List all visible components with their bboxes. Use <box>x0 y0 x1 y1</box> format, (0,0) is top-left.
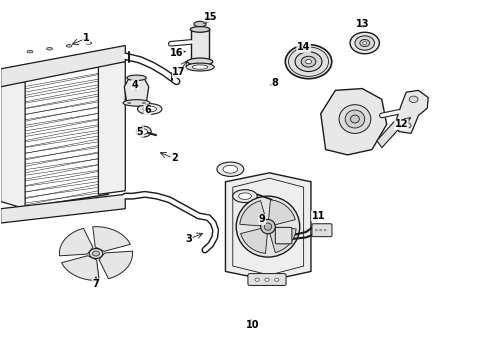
Ellipse shape <box>127 75 147 81</box>
Ellipse shape <box>360 40 369 46</box>
Ellipse shape <box>27 50 33 53</box>
Ellipse shape <box>264 223 271 230</box>
Polygon shape <box>124 78 149 103</box>
Ellipse shape <box>143 102 146 104</box>
Polygon shape <box>59 228 93 256</box>
Ellipse shape <box>289 47 329 76</box>
Ellipse shape <box>194 21 206 27</box>
Text: 9: 9 <box>259 215 266 224</box>
Polygon shape <box>321 89 387 155</box>
Text: 8: 8 <box>271 78 278 88</box>
Ellipse shape <box>137 126 151 137</box>
Polygon shape <box>240 201 266 226</box>
Ellipse shape <box>143 106 157 112</box>
Ellipse shape <box>190 27 210 32</box>
FancyBboxPatch shape <box>248 274 286 285</box>
Ellipse shape <box>47 48 52 50</box>
Text: 6: 6 <box>144 105 150 115</box>
Polygon shape <box>62 256 99 280</box>
Ellipse shape <box>306 59 312 64</box>
Polygon shape <box>225 173 311 280</box>
Ellipse shape <box>255 278 259 281</box>
Ellipse shape <box>274 278 279 281</box>
Ellipse shape <box>93 251 99 256</box>
Ellipse shape <box>320 229 322 231</box>
Text: 3: 3 <box>185 234 192 244</box>
Polygon shape <box>99 251 133 279</box>
Text: 17: 17 <box>172 67 186 77</box>
Ellipse shape <box>261 220 275 234</box>
Text: 12: 12 <box>394 120 408 129</box>
Ellipse shape <box>138 104 162 114</box>
Ellipse shape <box>316 229 318 231</box>
Ellipse shape <box>265 278 269 281</box>
Text: 16: 16 <box>170 48 183 58</box>
Polygon shape <box>15 65 108 209</box>
Text: 13: 13 <box>356 19 369 29</box>
Text: 14: 14 <box>297 42 310 52</box>
Ellipse shape <box>345 110 365 128</box>
Polygon shape <box>0 45 125 87</box>
Ellipse shape <box>301 56 316 67</box>
Text: 11: 11 <box>312 211 325 221</box>
Ellipse shape <box>86 42 92 44</box>
Ellipse shape <box>140 129 147 134</box>
Ellipse shape <box>89 248 103 258</box>
Text: 5: 5 <box>137 127 143 136</box>
Ellipse shape <box>128 102 131 104</box>
Polygon shape <box>0 194 125 223</box>
Ellipse shape <box>66 45 72 47</box>
Ellipse shape <box>236 196 300 257</box>
Text: 7: 7 <box>93 279 99 289</box>
Ellipse shape <box>285 45 332 79</box>
Text: 10: 10 <box>245 320 259 330</box>
FancyBboxPatch shape <box>275 227 292 244</box>
Polygon shape <box>377 119 401 148</box>
Ellipse shape <box>350 32 379 54</box>
Ellipse shape <box>295 52 322 72</box>
Polygon shape <box>0 80 25 209</box>
Ellipse shape <box>186 63 214 71</box>
Ellipse shape <box>233 190 257 203</box>
Polygon shape <box>93 227 130 251</box>
Text: 4: 4 <box>132 80 139 90</box>
Text: 15: 15 <box>204 12 218 22</box>
Ellipse shape <box>363 41 367 44</box>
Ellipse shape <box>217 162 244 176</box>
Polygon shape <box>396 90 428 134</box>
Polygon shape <box>191 30 209 62</box>
Ellipse shape <box>409 96 418 103</box>
Ellipse shape <box>339 105 371 134</box>
Ellipse shape <box>350 115 359 123</box>
Ellipse shape <box>223 165 238 173</box>
Polygon shape <box>241 229 268 253</box>
Polygon shape <box>98 62 125 194</box>
Ellipse shape <box>187 58 213 65</box>
FancyBboxPatch shape <box>312 224 332 237</box>
Ellipse shape <box>123 100 150 106</box>
Ellipse shape <box>192 65 208 69</box>
Text: 2: 2 <box>171 153 177 163</box>
Polygon shape <box>269 200 295 225</box>
Ellipse shape <box>239 193 251 199</box>
Polygon shape <box>270 227 296 253</box>
Ellipse shape <box>355 36 374 50</box>
Text: 1: 1 <box>83 33 90 43</box>
Ellipse shape <box>324 229 326 231</box>
Ellipse shape <box>404 123 411 128</box>
